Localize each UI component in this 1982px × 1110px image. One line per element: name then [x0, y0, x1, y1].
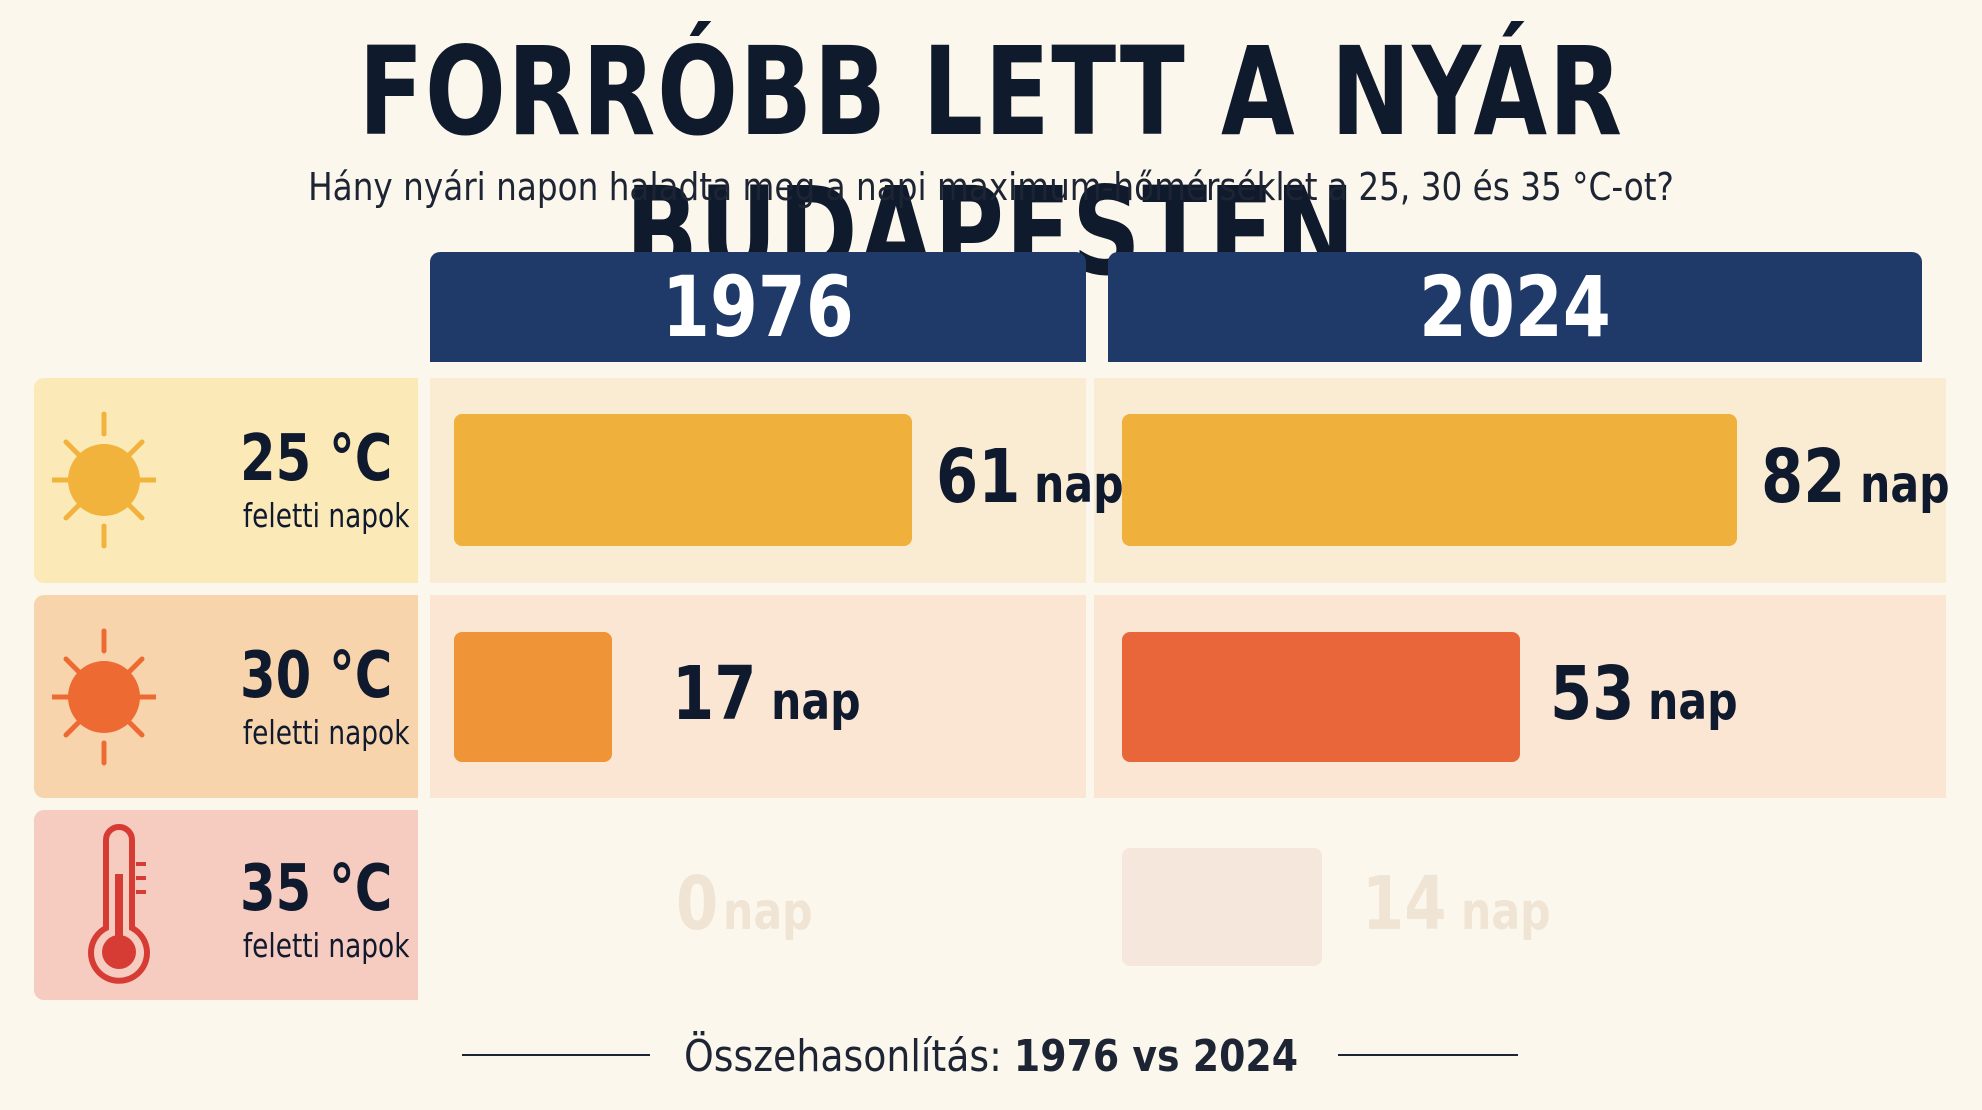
row-temp-label: 30 °C — [239, 639, 393, 713]
footer-divider-left — [462, 1054, 650, 1056]
footer-prefix: Összehasonlítás: — [683, 1031, 1014, 1082]
sun-icon — [52, 411, 156, 549]
row-label-25: 25 °C feletti napok — [34, 378, 418, 583]
row-label-35: 35 °C feletti napok — [34, 810, 418, 1000]
row-sub-label: feletti napok — [242, 926, 410, 965]
page-subtitle: Hány nyári napon haladta meg a napi maxi… — [308, 165, 1674, 209]
bar-1976-25 — [454, 414, 912, 546]
value-label-2024-35: 14 nap — [1362, 861, 1551, 947]
page-title: FORRÓBB LETT A NYÁR BUDAPESTEN — [358, 21, 1624, 303]
footer-caption: Összehasonlítás: 1976 vs 2024 — [600, 1030, 1382, 1084]
sun-icon — [52, 628, 156, 766]
bar-2024-25 — [1122, 414, 1737, 546]
row-sub-label: feletti napok — [242, 713, 410, 752]
footer-divider-right — [1338, 1054, 1518, 1056]
value-label-1976-30: 17 nap — [672, 651, 861, 737]
row-temp-label: 25 °C — [239, 422, 393, 496]
row-label-30: 30 °C feletti napok — [34, 595, 418, 798]
column-header-1976: 1976 — [430, 252, 1086, 362]
thermometer-icon — [88, 824, 150, 984]
bar-1976-30 — [454, 632, 612, 762]
bar-2024-30 — [1122, 632, 1520, 762]
column-header-label: 1976 — [662, 258, 854, 356]
value-label-1976-35: 0 nap — [676, 861, 813, 947]
row-sub-label: feletti napok — [242, 496, 410, 535]
column-header-2024: 2024 — [1108, 252, 1922, 362]
row-temp-label: 35 °C — [239, 852, 393, 926]
bar-2024-35 — [1122, 848, 1322, 966]
value-label-2024-25: 82 nap — [1761, 434, 1950, 520]
column-header-label: 2024 — [1419, 258, 1611, 356]
footer-emphasis: 1976 vs 2024 — [1013, 1031, 1299, 1082]
value-label-1976-25: 61 nap — [935, 434, 1124, 520]
value-label-2024-30: 53 nap — [1549, 651, 1738, 737]
